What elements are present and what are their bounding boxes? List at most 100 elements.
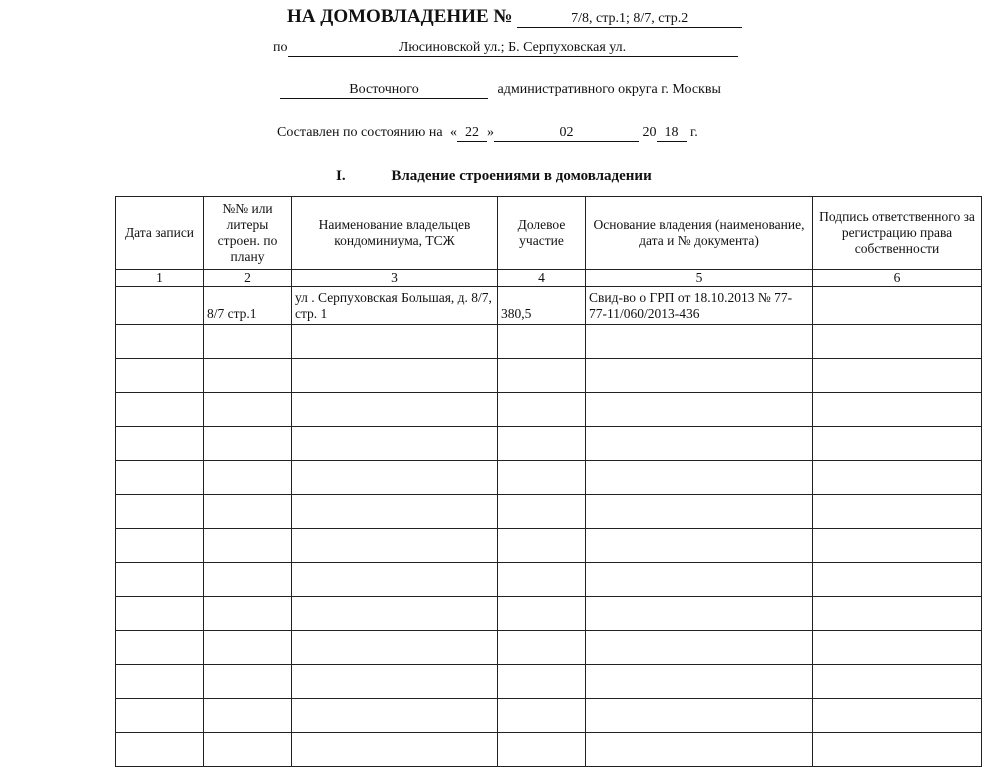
- col-header: Дата записи: [115, 196, 204, 270]
- house-number: 7/8, стр.1; 8/7, стр.2: [517, 11, 743, 28]
- col-number: 6: [812, 269, 982, 287]
- day-open: «: [450, 125, 458, 140]
- empty-cell: [497, 392, 586, 427]
- column-number-row: 1 2 3 4 5 6: [115, 269, 982, 287]
- date-prefix: Составлен по состоянию на: [277, 125, 443, 140]
- empty-cell: [203, 630, 292, 665]
- empty-cell: [291, 358, 498, 393]
- cell-basis: Свид-во о ГРП от 18.10.2013 № 77-77-11/0…: [585, 286, 813, 325]
- empty-cell: [115, 664, 204, 699]
- empty-cell: [585, 392, 813, 427]
- document-title: НА ДОМОВЛАДЕНИЕ № 7/8, стр.1; 8/7, стр.2: [287, 6, 743, 28]
- empty-cell: [812, 698, 982, 733]
- empty-cell: [812, 324, 982, 359]
- empty-cell: [812, 664, 982, 699]
- empty-table-row: [115, 562, 982, 597]
- section-heading: I. Владение строениями в домовладении: [336, 168, 652, 185]
- section-title: Владение строениями в домовладении: [391, 168, 652, 184]
- empty-table-row: [115, 596, 982, 631]
- cell-share: 380,5: [497, 286, 586, 325]
- empty-cell: [291, 426, 498, 461]
- empty-table-row: [115, 664, 982, 699]
- empty-cell: [203, 426, 292, 461]
- empty-cell: [203, 664, 292, 699]
- month-value: 02: [494, 125, 640, 142]
- year-value: 18: [656, 125, 687, 142]
- street-prefix: по: [273, 40, 288, 55]
- empty-cell: [497, 596, 586, 631]
- empty-cell: [203, 324, 292, 359]
- empty-cell: [497, 460, 586, 495]
- table-header-row: Дата записи №№ или литеры строен. по пла…: [115, 196, 982, 270]
- empty-cell: [497, 698, 586, 733]
- empty-cell: [585, 562, 813, 597]
- street-line: по Люсиновской ул.; Б. Серпуховская ул.: [273, 40, 738, 57]
- col-number: 3: [291, 269, 498, 287]
- col-number: 4: [497, 269, 586, 287]
- empty-cell: [585, 698, 813, 733]
- col-number: 5: [585, 269, 813, 287]
- empty-cell: [812, 460, 982, 495]
- empty-table-row: [115, 392, 982, 427]
- empty-table-row: [115, 460, 982, 495]
- empty-cell: [812, 426, 982, 461]
- empty-cell: [115, 528, 204, 563]
- date-line: Составлен по состоянию на «22» 02 20 18 г.: [277, 125, 698, 142]
- empty-cell: [585, 426, 813, 461]
- empty-cell: [115, 494, 204, 529]
- col-number: 2: [203, 269, 292, 287]
- empty-cell: [497, 528, 586, 563]
- empty-cell: [497, 664, 586, 699]
- empty-cell: [203, 528, 292, 563]
- empty-cell: [291, 698, 498, 733]
- empty-cell: [115, 698, 204, 733]
- district-line: Восточного административного округа г. М…: [280, 82, 721, 99]
- empty-cell: [203, 494, 292, 529]
- empty-cell: [291, 494, 498, 529]
- empty-cell: [115, 358, 204, 393]
- cell-owner: ул . Серпуховская Большая, д. 8/7, стр. …: [291, 286, 498, 325]
- empty-cell: [812, 528, 982, 563]
- empty-cell: [812, 494, 982, 529]
- empty-cell: [585, 664, 813, 699]
- empty-cell: [203, 562, 292, 597]
- empty-cell: [291, 392, 498, 427]
- empty-cell: [497, 630, 586, 665]
- empty-cell: [291, 562, 498, 597]
- empty-cell: [812, 358, 982, 393]
- district-suffix: административного округа г. Москвы: [497, 82, 721, 97]
- empty-cell: [203, 460, 292, 495]
- empty-cell: [812, 630, 982, 665]
- empty-cell: [115, 392, 204, 427]
- empty-cell: [291, 596, 498, 631]
- year-suffix: г.: [690, 125, 698, 140]
- empty-cell: [291, 324, 498, 359]
- empty-cell: [812, 596, 982, 631]
- col-header: №№ или литеры строен. по плану: [203, 196, 292, 270]
- empty-cell: [585, 460, 813, 495]
- empty-cell: [203, 392, 292, 427]
- empty-cell: [115, 460, 204, 495]
- empty-cell: [585, 324, 813, 359]
- empty-table-row: [115, 698, 982, 733]
- empty-cell: [115, 426, 204, 461]
- empty-cell: [585, 358, 813, 393]
- section-number: I.: [336, 168, 346, 184]
- year-prefix: 20: [642, 125, 657, 140]
- empty-cell: [203, 698, 292, 733]
- empty-cell: [497, 358, 586, 393]
- day-value: 22: [457, 125, 488, 142]
- cell-signature: [812, 286, 982, 325]
- cell-building: 8/7 стр.1: [203, 286, 292, 325]
- empty-cell: [585, 494, 813, 529]
- empty-cell: [115, 630, 204, 665]
- empty-cell: [585, 528, 813, 563]
- empty-cell: [203, 358, 292, 393]
- empty-cell: [115, 562, 204, 597]
- empty-table-row: [115, 630, 982, 665]
- empty-cell: [812, 392, 982, 427]
- empty-cell: [291, 630, 498, 665]
- empty-table-row: [115, 358, 982, 393]
- empty-table-row: [115, 324, 982, 359]
- empty-cell: [497, 324, 586, 359]
